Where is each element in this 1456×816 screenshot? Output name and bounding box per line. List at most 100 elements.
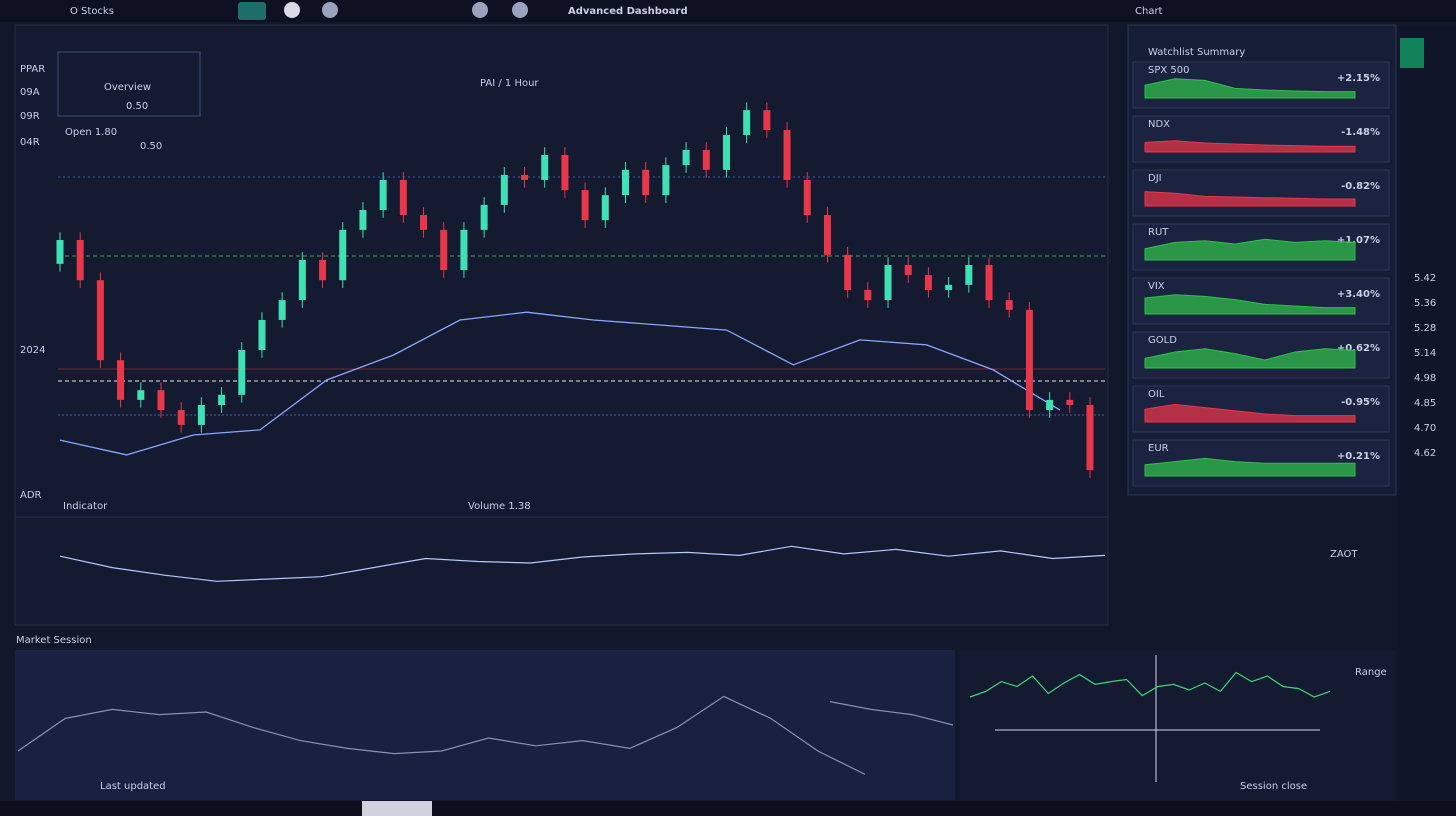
candle-body xyxy=(76,240,84,281)
side-value: 5.28 xyxy=(1414,323,1436,334)
candle-body xyxy=(258,319,266,350)
candle-body xyxy=(137,390,145,400)
candle-body xyxy=(460,229,468,271)
level-label: 2024 xyxy=(20,345,45,356)
side-value: 4.85 xyxy=(1414,398,1436,409)
side-label: 09R xyxy=(20,111,40,122)
symbol-name: Overview xyxy=(104,82,151,93)
side-label: PPAR xyxy=(20,64,45,75)
watchlist-title: Watchlist Summary xyxy=(1148,47,1245,58)
candle-body xyxy=(763,110,771,131)
row-sparkline xyxy=(1144,191,1356,207)
stat: Open 1.80 xyxy=(65,127,117,138)
tool-icon[interactable] xyxy=(472,2,488,18)
panel-footer: Session close xyxy=(1240,781,1307,792)
side-label: 04R xyxy=(20,137,40,148)
candle-body xyxy=(197,404,205,425)
row-sparkline xyxy=(1144,348,1356,369)
side-label: 09A xyxy=(20,87,40,98)
candle-body xyxy=(1046,399,1054,411)
candle-body xyxy=(500,174,508,205)
side-value: 5.42 xyxy=(1414,273,1436,284)
candle-body xyxy=(177,410,185,425)
main-panel xyxy=(14,24,1109,626)
candle-body xyxy=(1086,404,1094,471)
bottom-panel xyxy=(15,650,955,800)
candle-body xyxy=(157,390,165,411)
candle-body xyxy=(783,130,791,180)
row-name: VIX xyxy=(1148,281,1165,292)
toolbar xyxy=(0,0,1456,22)
row-name: NDX xyxy=(1148,119,1170,130)
stat: 0.50 xyxy=(140,141,162,152)
candle-body xyxy=(480,204,488,230)
candle-body xyxy=(965,264,973,285)
row-sparkline xyxy=(1144,294,1356,315)
row-name: EUR xyxy=(1148,443,1169,454)
toolbar-item[interactable]: Chart xyxy=(1135,6,1163,17)
scrollbar[interactable] xyxy=(0,801,1456,816)
candle-body xyxy=(642,169,650,196)
mini-panel xyxy=(960,650,1395,800)
row-sparkline xyxy=(1144,238,1356,261)
row-sparkline xyxy=(1144,457,1356,477)
bottom-line xyxy=(829,701,954,726)
side-value: 4.62 xyxy=(1414,448,1436,459)
toolbar-item[interactable]: Advanced Dashboard xyxy=(568,6,688,17)
moving-average xyxy=(59,311,1061,456)
candle-body xyxy=(743,110,751,136)
toolbar-item[interactable]: O Stocks xyxy=(70,6,114,17)
candle-body xyxy=(440,229,448,271)
row-value: +0.21% xyxy=(1337,451,1380,462)
tool-button[interactable] xyxy=(238,2,266,20)
candle-body xyxy=(722,135,730,170)
tool-icon[interactable] xyxy=(322,2,338,18)
row-name: RUT xyxy=(1148,227,1169,238)
row-name: OIL xyxy=(1148,389,1165,400)
row-name: SPX 500 xyxy=(1148,65,1190,76)
candle-body xyxy=(339,229,347,281)
candle-body xyxy=(278,300,286,320)
candle-body xyxy=(561,154,569,191)
candle-body xyxy=(521,174,529,180)
candle-body xyxy=(702,149,710,170)
side-value: 4.98 xyxy=(1414,373,1436,384)
side-badge xyxy=(1400,38,1424,68)
candle-body xyxy=(420,215,428,230)
candle-body xyxy=(864,289,872,301)
candle-body xyxy=(844,254,852,290)
tool-icon[interactable] xyxy=(512,2,528,18)
candle-body xyxy=(117,360,125,400)
chart-title: PAI / 1 Hour xyxy=(480,78,539,89)
candle-body xyxy=(621,169,629,196)
tool-icon[interactable] xyxy=(284,2,300,18)
watchlist-row[interactable] xyxy=(1132,115,1390,163)
row-name: GOLD xyxy=(1148,335,1177,346)
candle-body xyxy=(359,209,367,230)
row-sparkline xyxy=(1144,78,1356,99)
candle-body xyxy=(601,195,609,221)
row-value: +0.62% xyxy=(1337,343,1380,354)
mini-line xyxy=(969,671,1331,698)
candle-body xyxy=(298,259,306,301)
candle-body xyxy=(924,275,932,290)
row-value: +3.40% xyxy=(1337,289,1380,300)
bottom-line xyxy=(17,695,866,775)
candle-body xyxy=(985,264,993,301)
candle-body xyxy=(319,259,327,281)
candle-body xyxy=(803,179,811,216)
scroll-thumb[interactable] xyxy=(362,801,432,816)
candle-body xyxy=(1005,300,1013,310)
side-value: 5.14 xyxy=(1414,348,1436,359)
candle-body xyxy=(56,240,64,264)
candle-body xyxy=(541,154,549,180)
candle-body xyxy=(904,264,912,276)
candle-body xyxy=(96,280,104,361)
panel-label: Volume 1.38 xyxy=(468,501,531,512)
candle-body xyxy=(823,215,831,255)
candle-body xyxy=(238,349,246,395)
row-sparkline xyxy=(1144,403,1356,423)
row-sparkline xyxy=(1144,140,1356,153)
